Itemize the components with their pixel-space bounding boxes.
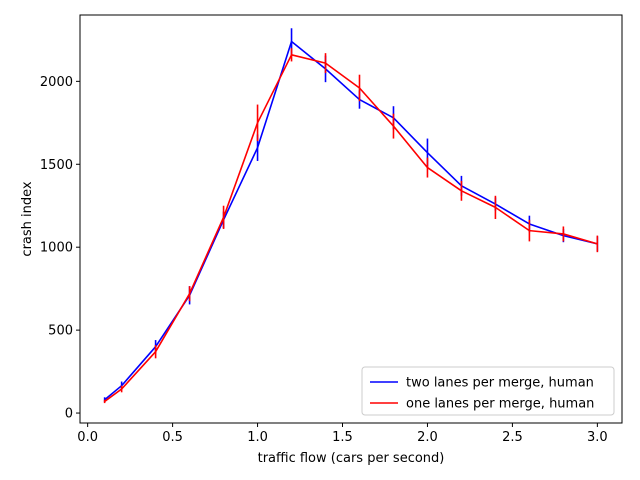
y-tick-label: 2000 <box>40 75 73 90</box>
legend-entry: two lanes per merge, human <box>406 376 594 391</box>
legend: two lanes per merge, human one lanes per … <box>361 366 615 416</box>
x-tick-label: 0.5 <box>162 430 183 445</box>
x-axis-label: traffic flow (cars per second) <box>258 451 445 466</box>
x-tick-label: 2.0 <box>417 430 438 445</box>
series-line <box>104 53 598 403</box>
x-tick-label: 3.0 <box>587 430 608 445</box>
x-tick-label: 0.0 <box>77 430 98 445</box>
x-tick-label: 1.0 <box>247 430 268 445</box>
y-tick-label: 1000 <box>40 241 73 256</box>
y-tick-label: 500 <box>48 324 73 339</box>
x-tick-label: 1.5 <box>332 430 353 445</box>
x-axis: 0.0 0.5 1.0 1.5 2.0 2.5 3.0 <box>77 423 608 445</box>
series-line <box>104 40 598 401</box>
x-tick-label: 2.5 <box>502 430 523 445</box>
y-tick-label: 1500 <box>40 158 73 173</box>
series-1 <box>103 28 599 403</box>
plot-area <box>103 28 599 404</box>
y-axis: 0 500 1000 1500 2000 <box>40 75 80 422</box>
y-tick-label: 0 <box>65 407 73 422</box>
legend-box <box>361 366 615 416</box>
y-axis-label: crash index <box>20 181 35 256</box>
axes-frame <box>79 14 623 424</box>
legend-entry: one lanes per merge, human <box>406 397 594 412</box>
series-2 <box>103 48 599 404</box>
